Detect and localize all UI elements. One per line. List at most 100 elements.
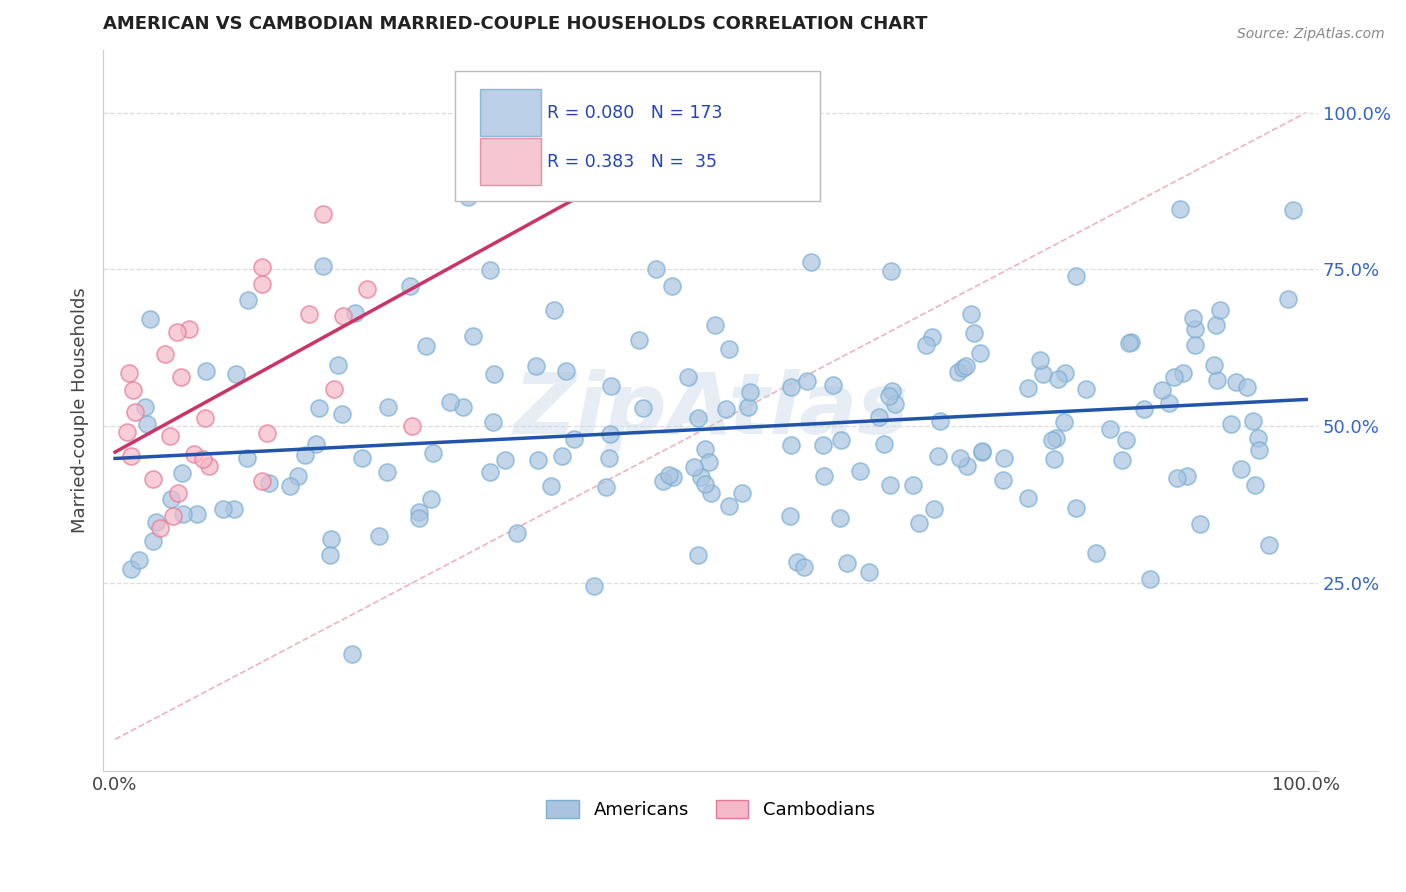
Point <box>718 343 741 357</box>
Point <box>1163 369 1185 384</box>
Point <box>134 400 156 414</box>
Point <box>969 346 991 360</box>
Point <box>1206 373 1229 387</box>
Point <box>294 448 316 462</box>
Point <box>662 469 685 483</box>
Point <box>813 438 835 452</box>
Point <box>415 338 437 352</box>
Point <box>120 450 142 464</box>
Point <box>142 534 165 549</box>
Point <box>695 476 717 491</box>
Point <box>868 410 890 425</box>
Point <box>236 293 259 307</box>
Point <box>139 312 162 326</box>
Point <box>543 303 565 318</box>
Point <box>479 180 502 194</box>
Point <box>658 467 681 482</box>
Text: R = 0.080   N = 173: R = 0.080 N = 173 <box>547 104 723 122</box>
Point <box>194 411 217 425</box>
Point <box>877 389 900 403</box>
Point <box>250 260 273 274</box>
Point <box>195 364 218 378</box>
Point <box>1236 379 1258 393</box>
FancyBboxPatch shape <box>479 89 540 136</box>
Point <box>256 425 278 440</box>
Point <box>1017 491 1039 505</box>
Point <box>515 180 537 194</box>
Text: AMERICAN VS CAMBODIAN MARRIED-COUPLE HOUSEHOLDS CORRELATION CHART: AMERICAN VS CAMBODIAN MARRIED-COUPLE HOU… <box>103 15 928 33</box>
Point <box>1277 293 1299 307</box>
Point <box>121 383 143 397</box>
Point <box>737 400 759 414</box>
Legend: Americans, Cambodians: Americans, Cambodians <box>540 793 882 827</box>
Point <box>250 277 273 291</box>
Point <box>1184 322 1206 336</box>
Point <box>914 337 936 351</box>
Point <box>780 380 803 394</box>
Point <box>588 180 610 194</box>
Point <box>779 508 801 523</box>
Point <box>690 470 713 484</box>
Point <box>225 367 247 381</box>
Point <box>149 521 172 535</box>
Point <box>419 491 441 506</box>
Point <box>1282 202 1305 217</box>
Point <box>142 472 165 486</box>
Point <box>952 361 974 376</box>
FancyBboxPatch shape <box>456 71 820 202</box>
Point <box>626 180 648 194</box>
Point <box>1133 402 1156 417</box>
Point <box>599 427 621 442</box>
Point <box>880 384 903 399</box>
Point <box>813 468 835 483</box>
Point <box>823 377 845 392</box>
Point <box>482 415 505 429</box>
Point <box>1074 382 1097 396</box>
Point <box>955 359 977 374</box>
Point <box>1189 517 1212 532</box>
Point <box>1017 381 1039 395</box>
Point <box>993 450 1015 465</box>
Point <box>598 450 620 465</box>
Point <box>124 405 146 419</box>
Point <box>949 450 972 465</box>
Point <box>956 459 979 474</box>
Point <box>356 282 378 296</box>
Point <box>830 433 852 447</box>
Point <box>332 309 354 323</box>
Point <box>117 425 139 439</box>
Point <box>700 486 723 500</box>
Point <box>319 533 342 547</box>
Point <box>377 400 399 414</box>
Point <box>186 507 208 521</box>
Point <box>858 566 880 580</box>
Point <box>555 364 578 378</box>
Point <box>599 379 621 393</box>
Point <box>159 429 181 443</box>
Point <box>1115 434 1137 448</box>
Point <box>1230 462 1253 476</box>
FancyBboxPatch shape <box>479 137 540 185</box>
Point <box>661 279 683 293</box>
Point <box>527 453 550 467</box>
Point <box>645 262 668 277</box>
Point <box>287 469 309 483</box>
Point <box>676 370 699 384</box>
Point <box>166 325 188 339</box>
Point <box>688 548 710 562</box>
Point <box>786 555 808 569</box>
Point <box>716 402 738 417</box>
Point <box>1202 358 1225 372</box>
Point <box>970 445 993 459</box>
Point <box>408 505 430 519</box>
Point <box>311 260 333 274</box>
Point <box>575 180 598 194</box>
Point <box>828 511 851 525</box>
Point <box>1257 538 1279 552</box>
Point <box>524 359 547 373</box>
Point <box>408 510 430 524</box>
Point <box>562 433 585 447</box>
Point <box>224 502 246 516</box>
Point <box>879 478 901 492</box>
Point <box>718 499 741 513</box>
